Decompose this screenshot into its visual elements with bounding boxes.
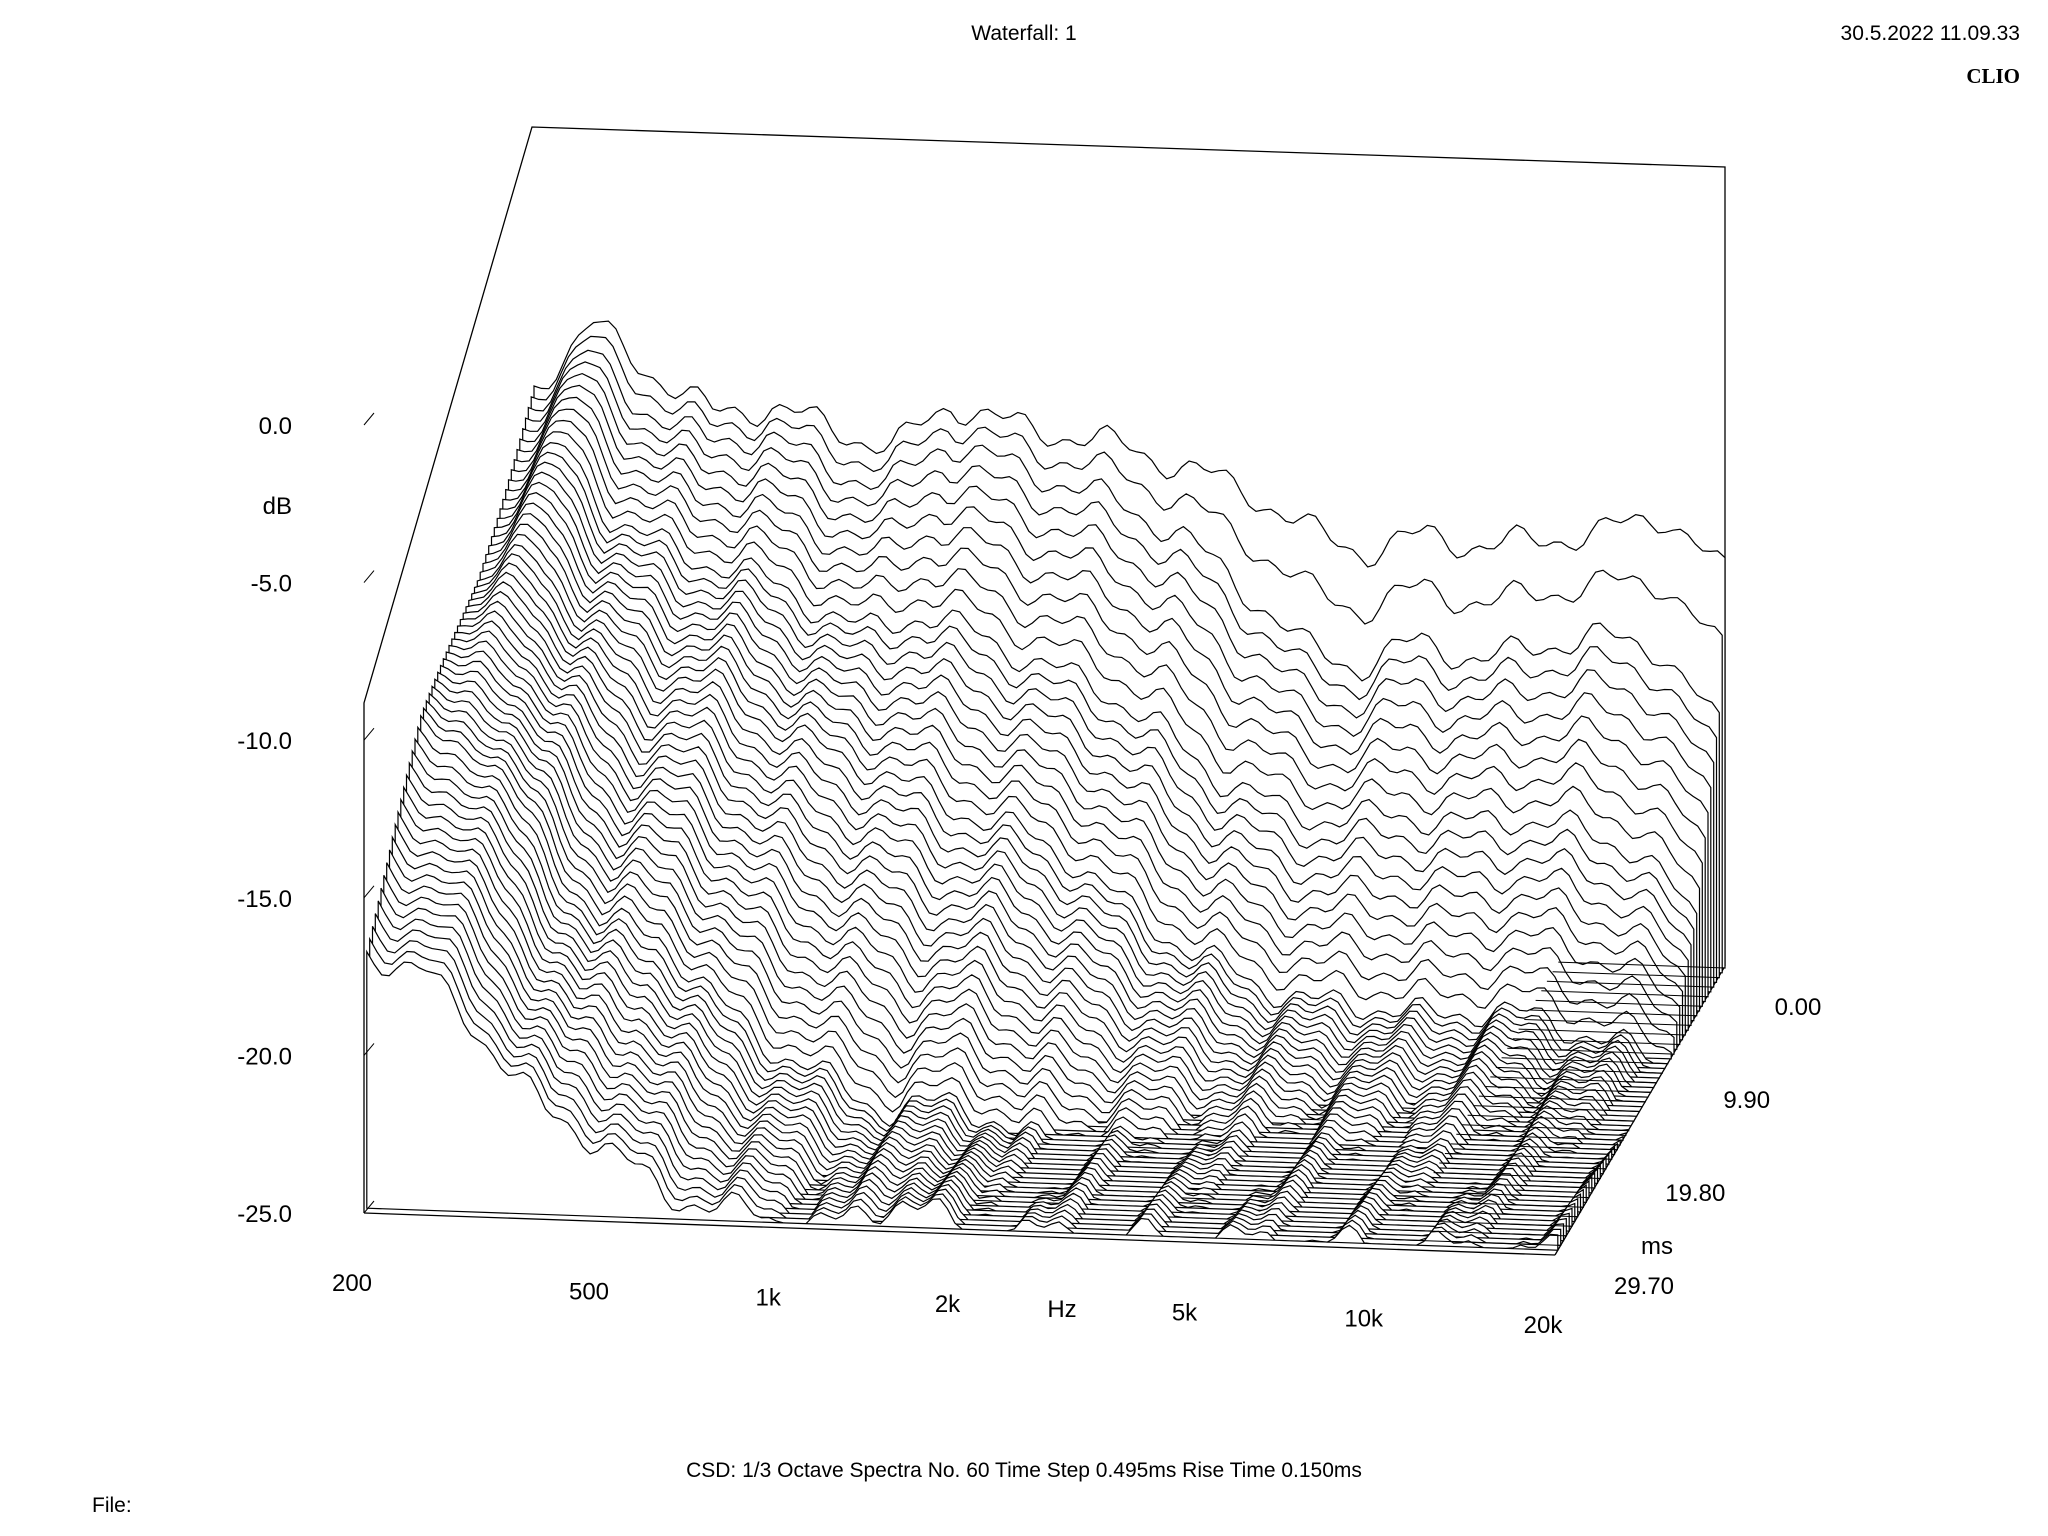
floor-grid-line	[1393, 1239, 1561, 1246]
x-tick-label: 1k	[756, 1285, 782, 1312]
x-tick-label: 2k	[935, 1291, 961, 1318]
z-axis-label: ms	[1641, 1233, 1673, 1260]
floor-grid-line	[1467, 1114, 1635, 1122]
floor-grid-line	[1456, 1133, 1624, 1141]
spectrum-slice	[383, 875, 1576, 1223]
y-tick-mark	[363, 412, 375, 426]
floor-grid-line	[1484, 1086, 1652, 1093]
floor-grid-line	[1541, 990, 1709, 998]
z-tick-label: 29.70	[1614, 1273, 1674, 1300]
y-axis-label: dB	[263, 493, 292, 520]
spectrum-slice	[366, 949, 1559, 1251]
floor-grid-line	[1410, 1210, 1578, 1218]
frame-outline	[363, 126, 1726, 1213]
z-tick-label: 0.00	[1775, 994, 1822, 1021]
spectrum-slice	[377, 900, 1570, 1232]
frame-front-edge	[363, 1212, 1556, 1256]
z-tick-label: 9.90	[1723, 1087, 1770, 1114]
y-tick-mark	[363, 570, 375, 583]
floor-grid-line	[1450, 1143, 1618, 1151]
y-tick-mark	[363, 1200, 375, 1214]
floor-grid-line	[1512, 1038, 1680, 1045]
y-tick-mark	[363, 885, 375, 899]
x-tick-label: 20k	[1524, 1312, 1564, 1339]
y-tick-mark	[363, 1043, 375, 1056]
floor-grid-line	[1416, 1200, 1584, 1208]
spectrum-slice	[386, 862, 1579, 1218]
z-tick-label: 19.80	[1665, 1180, 1725, 1207]
floor-grid-line	[1399, 1229, 1567, 1237]
y-tick-labels: 0.0 -5.0 -10.0 -15.0 -20.0 -25.0	[237, 412, 375, 1228]
floor-grid-line	[1405, 1219, 1573, 1227]
floor-grid-line	[1529, 1009, 1697, 1017]
floor-grid-line	[1490, 1076, 1658, 1084]
brand-logo-text: CLIO	[1966, 64, 2020, 88]
x-tick-label: 10k	[1344, 1306, 1384, 1333]
x-axis-label: Hz	[1047, 1296, 1076, 1323]
measurement-settings: CSD: 1/3 Octave Spectra No. 60 Time Step…	[686, 1459, 1362, 1482]
y-tick-label: -5.0	[251, 571, 292, 598]
chart-title: Waterfall: 1	[971, 22, 1077, 45]
floor-grid-line	[1546, 980, 1714, 988]
floor-grid-line	[1427, 1181, 1595, 1189]
y-tick-label: 0.0	[259, 413, 292, 440]
floor-grid-line	[1501, 1057, 1669, 1065]
timestamp: 30.5.2022 11.09.33	[1840, 22, 2020, 45]
floor-grid-line	[1495, 1066, 1663, 1074]
y-tick-label: -25.0	[237, 1201, 292, 1228]
floor-grid-line	[1444, 1153, 1612, 1160]
floor-grid-line	[1535, 999, 1703, 1007]
floor-grid-line	[1439, 1162, 1607, 1170]
floor-grid-line	[1518, 1028, 1686, 1036]
spectra-slices	[366, 320, 1726, 1251]
y-tick-label: -10.0	[237, 728, 292, 755]
x-tick-labels: 200 500 1k 2k 5k 10k 20k	[332, 1270, 1563, 1339]
y-tick-label: -15.0	[237, 886, 292, 913]
y-tick-label: -20.0	[237, 1043, 292, 1070]
floor-grid-line	[1473, 1105, 1641, 1112]
spectrum-slice	[380, 887, 1573, 1227]
floor-grid-line	[1433, 1172, 1601, 1179]
spectrum-slice	[371, 926, 1565, 1242]
y-tick-mark	[363, 727, 375, 741]
floor-grid-line	[1507, 1047, 1675, 1055]
x-tick-label: 200	[332, 1270, 372, 1297]
floor-grid-line	[1422, 1191, 1590, 1199]
floor-grid-line	[1558, 961, 1726, 969]
x-tick-label: 5k	[1172, 1299, 1198, 1326]
floor-grid-line	[1524, 1019, 1692, 1026]
floor-grid	[1393, 961, 1726, 1246]
floor-grid-line	[1552, 971, 1720, 979]
x-tick-label: 500	[569, 1278, 609, 1305]
spectrum-slice	[369, 936, 1562, 1247]
floor-grid-line	[1478, 1095, 1646, 1103]
floor-grid-line	[1461, 1124, 1629, 1132]
z-tick-labels: 0.00 9.90 19.80 29.70	[1614, 994, 1821, 1300]
spectrum-slice	[374, 913, 1567, 1237]
spectrum-slice	[388, 849, 1582, 1213]
file-label: File:	[92, 1494, 132, 1517]
